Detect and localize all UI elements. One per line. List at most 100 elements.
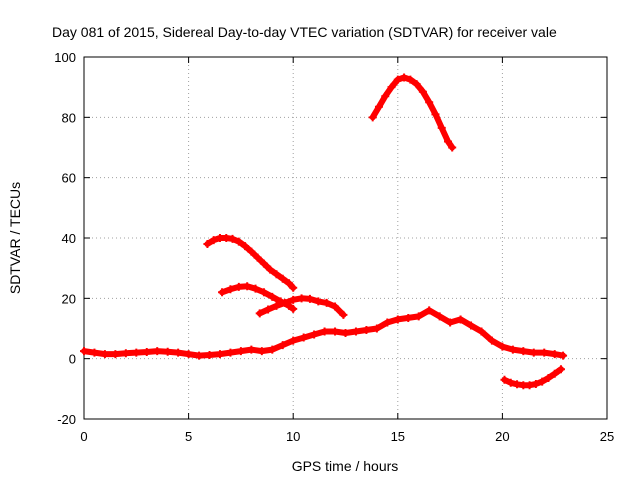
data-point — [226, 285, 235, 294]
data-point — [446, 318, 455, 327]
data-point — [331, 327, 340, 336]
x-tick-label: 20 — [495, 429, 509, 444]
data-point — [368, 113, 377, 122]
data-point — [266, 265, 275, 274]
data-point — [531, 380, 540, 389]
data-point — [487, 336, 496, 345]
data-point — [314, 297, 323, 306]
data-point — [142, 348, 151, 357]
data-point — [289, 295, 298, 304]
data-point — [299, 333, 308, 342]
data-point — [305, 294, 314, 303]
data-point — [372, 324, 381, 333]
data-point — [215, 350, 224, 359]
data-point — [234, 237, 243, 246]
data-point — [351, 327, 360, 336]
y-tick-label: 20 — [62, 291, 76, 306]
data-point — [272, 301, 281, 310]
data-point — [289, 304, 298, 313]
data-point — [163, 347, 172, 356]
data-point — [247, 345, 256, 354]
data-point — [538, 377, 547, 386]
data-point — [247, 247, 256, 256]
data-point — [381, 92, 390, 101]
y-axis-title: SDTVAR / TECUs — [7, 182, 23, 294]
data-point — [80, 347, 88, 356]
data-point — [435, 312, 444, 321]
data-point — [218, 288, 227, 297]
data-point — [387, 83, 396, 92]
data-point — [268, 345, 277, 354]
data-point — [320, 327, 329, 336]
x-tick-label: 5 — [185, 429, 192, 444]
data-point — [278, 341, 287, 350]
data-point — [322, 298, 331, 307]
data-point — [236, 347, 245, 356]
data-point — [264, 305, 273, 314]
data-point — [243, 282, 252, 291]
data-point — [205, 351, 214, 360]
data-point — [289, 283, 298, 292]
data-point — [498, 342, 507, 351]
data-point — [209, 236, 218, 245]
data-point — [374, 102, 383, 111]
data-point — [280, 298, 289, 307]
x-tick-label: 15 — [391, 429, 405, 444]
data-point — [412, 80, 421, 89]
data-point — [431, 110, 440, 119]
data-point — [508, 345, 517, 354]
data-point — [425, 98, 434, 107]
series-baseline — [81, 307, 567, 359]
data-point — [234, 282, 243, 291]
data-point — [341, 329, 350, 338]
data-point — [425, 306, 434, 315]
data-point — [559, 351, 568, 360]
x-tick-label: 25 — [600, 429, 614, 444]
data-point — [272, 270, 281, 279]
data-point — [278, 274, 287, 283]
x-tick-label: 0 — [80, 429, 87, 444]
y-tick-label: 60 — [62, 171, 76, 186]
x-tick-label: 10 — [286, 429, 300, 444]
data-point — [226, 348, 235, 357]
data-point — [100, 350, 109, 359]
data-point — [414, 312, 423, 321]
data-point — [251, 284, 260, 293]
data-point — [195, 351, 204, 360]
data-point — [228, 234, 237, 243]
axis-ticks: 0 5 10 15 20 25 -20 0 20 40 60 80 100 — [54, 50, 614, 444]
data-point — [259, 288, 268, 297]
y-tick-label: 80 — [62, 110, 76, 125]
data-point — [255, 309, 264, 318]
data-point — [506, 378, 515, 387]
y-tick-label: 100 — [54, 50, 76, 65]
series-peak-arc — [369, 74, 456, 151]
data-point — [121, 349, 130, 358]
data-point — [540, 348, 549, 357]
data-point — [393, 315, 402, 324]
data-point — [184, 350, 193, 359]
data-point — [400, 73, 409, 82]
data-point — [393, 75, 402, 84]
data-point — [519, 347, 528, 356]
data-points — [80, 73, 568, 390]
data-point — [268, 292, 277, 301]
y-tick-label: 0 — [69, 352, 76, 367]
data-point — [289, 336, 298, 345]
data-point — [259, 259, 268, 268]
series-arc-40 — [204, 235, 297, 291]
data-point — [404, 313, 413, 322]
grid-lines — [84, 57, 607, 419]
data-point — [456, 315, 465, 324]
data-point — [448, 143, 457, 152]
data-point — [477, 327, 486, 336]
x-axis-title: GPS time / hours — [292, 458, 399, 474]
data-point — [132, 348, 141, 357]
y-tick-label: -20 — [57, 412, 76, 427]
y-tick-label: 40 — [62, 231, 76, 246]
data-point — [444, 137, 453, 146]
data-point — [406, 75, 415, 84]
data-point — [525, 381, 534, 390]
data-point — [529, 348, 538, 357]
